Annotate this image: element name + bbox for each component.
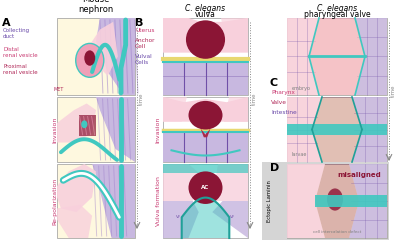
Polygon shape (212, 164, 248, 201)
Text: Proximal
renal vesicle: Proximal renal vesicle (3, 64, 38, 75)
Polygon shape (163, 164, 199, 201)
Bar (163, 164, 248, 238)
Polygon shape (312, 97, 362, 162)
Polygon shape (92, 164, 135, 238)
Polygon shape (96, 97, 135, 162)
Bar (57, 164, 135, 238)
Text: C. elegans: C. elegans (186, 4, 226, 13)
Polygon shape (224, 97, 248, 122)
Text: embryo: embryo (292, 86, 311, 91)
Text: MET: MET (54, 87, 64, 92)
Bar (163, 164, 248, 173)
Polygon shape (57, 164, 96, 212)
Polygon shape (163, 18, 190, 50)
Text: misaligned: misaligned (337, 172, 381, 178)
Text: cell intercalation defect: cell intercalation defect (313, 230, 361, 234)
Polygon shape (355, 18, 387, 95)
Ellipse shape (188, 172, 222, 204)
Text: time: time (252, 93, 257, 105)
Text: VF: VF (230, 215, 235, 219)
Polygon shape (287, 97, 322, 162)
Text: Re-polarization: Re-polarization (52, 177, 58, 225)
Text: Collecting
duct: Collecting duct (3, 28, 30, 39)
Text: Invasion: Invasion (156, 116, 160, 143)
Text: C: C (270, 78, 278, 88)
Ellipse shape (186, 20, 225, 59)
Text: Valve: Valve (271, 100, 287, 105)
Text: AC: AC (201, 185, 210, 190)
Text: Mouse
nephron: Mouse nephron (78, 0, 114, 14)
Text: Distal
renal vesicle: Distal renal vesicle (3, 47, 38, 58)
Text: time: time (139, 93, 144, 105)
Polygon shape (315, 164, 359, 238)
Text: D: D (270, 163, 279, 173)
Polygon shape (57, 205, 92, 238)
Bar (287, 164, 387, 238)
Bar (163, 18, 248, 95)
Polygon shape (57, 103, 96, 143)
Text: Uterus: Uterus (135, 28, 154, 33)
Polygon shape (163, 18, 248, 53)
Text: Invasion: Invasion (52, 116, 58, 143)
Text: Intestine: Intestine (271, 110, 297, 115)
Bar (262, 162, 389, 240)
Bar (57, 18, 135, 95)
Text: time: time (391, 85, 396, 97)
Polygon shape (200, 128, 210, 137)
Polygon shape (96, 18, 135, 95)
Polygon shape (287, 164, 325, 238)
Ellipse shape (84, 50, 95, 66)
Bar (57, 97, 135, 162)
Text: Ectopic Laminin: Ectopic Laminin (268, 180, 272, 222)
Text: pharyngeal valve: pharyngeal valve (304, 10, 370, 19)
Ellipse shape (327, 188, 343, 211)
Bar (287, 97, 387, 162)
Polygon shape (163, 97, 248, 122)
Text: C. elegans: C. elegans (317, 4, 357, 13)
Text: Vulval
Cells: Vulval Cells (135, 54, 153, 65)
Polygon shape (287, 18, 319, 95)
Polygon shape (352, 97, 387, 162)
Bar (287, 124, 387, 135)
Polygon shape (163, 201, 199, 238)
Polygon shape (182, 198, 229, 238)
Bar (315, 195, 387, 207)
Bar (163, 132, 248, 162)
Text: B: B (135, 18, 143, 28)
Polygon shape (309, 18, 365, 95)
Text: larvae: larvae (292, 152, 307, 158)
Text: Vulva formation: Vulva formation (156, 176, 160, 226)
Bar (163, 97, 248, 162)
Polygon shape (90, 22, 118, 76)
Polygon shape (163, 132, 248, 162)
Text: vulva: vulva (195, 10, 216, 19)
Ellipse shape (76, 43, 104, 77)
Polygon shape (221, 18, 248, 50)
Bar (163, 62, 248, 95)
Bar (287, 18, 387, 95)
Polygon shape (163, 97, 187, 122)
Text: VF: VF (176, 215, 181, 219)
Bar (79, 115, 96, 136)
Ellipse shape (81, 120, 88, 128)
Text: A: A (2, 18, 11, 28)
Polygon shape (212, 201, 248, 238)
Ellipse shape (188, 101, 222, 130)
Text: Pharynx: Pharynx (271, 90, 295, 95)
Text: Anchor
Cell: Anchor Cell (135, 38, 156, 49)
Polygon shape (349, 164, 387, 238)
